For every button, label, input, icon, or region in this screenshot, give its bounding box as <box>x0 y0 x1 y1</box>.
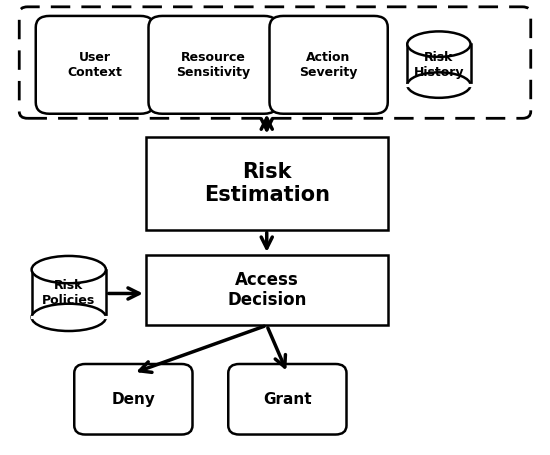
FancyBboxPatch shape <box>36 16 154 114</box>
Ellipse shape <box>407 72 471 98</box>
Text: Risk
History: Risk History <box>414 51 464 79</box>
Ellipse shape <box>407 31 471 57</box>
Text: Action
Severity: Action Severity <box>299 51 358 79</box>
FancyBboxPatch shape <box>228 364 346 435</box>
Text: User
Context: User Context <box>68 51 122 79</box>
Bar <box>31 269 106 318</box>
Ellipse shape <box>32 304 106 331</box>
FancyBboxPatch shape <box>19 7 531 118</box>
Text: Deny: Deny <box>112 392 155 407</box>
Text: Resource
Sensitivity: Resource Sensitivity <box>176 51 250 79</box>
Text: Risk
Estimation: Risk Estimation <box>204 162 330 205</box>
FancyBboxPatch shape <box>148 16 278 114</box>
Bar <box>146 136 388 230</box>
Ellipse shape <box>32 256 106 283</box>
Text: Risk
Policies: Risk Policies <box>42 279 95 308</box>
Bar <box>146 255 388 325</box>
FancyBboxPatch shape <box>270 16 388 114</box>
Bar <box>407 44 471 85</box>
Text: Grant: Grant <box>263 392 312 407</box>
Text: Access
Decision: Access Decision <box>227 271 306 309</box>
FancyBboxPatch shape <box>74 364 192 435</box>
